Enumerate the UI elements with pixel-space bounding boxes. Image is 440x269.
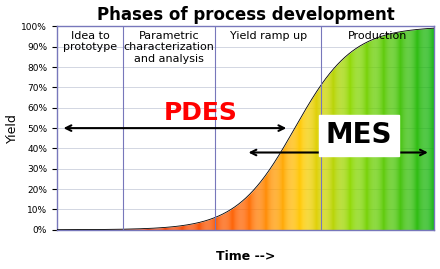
Title: Phases of process development: Phases of process development (97, 6, 395, 24)
Text: Parametric
characterization
and analysis: Parametric characterization and analysis (124, 31, 215, 64)
Text: MES: MES (326, 122, 392, 150)
Text: Yield ramp up: Yield ramp up (230, 31, 307, 41)
Text: Idea to
prototype: Idea to prototype (63, 31, 117, 52)
Text: PDES: PDES (163, 101, 237, 125)
Text: Time -->: Time --> (216, 250, 275, 263)
Y-axis label: Yield: Yield (6, 113, 18, 143)
Text: Production: Production (348, 31, 407, 41)
